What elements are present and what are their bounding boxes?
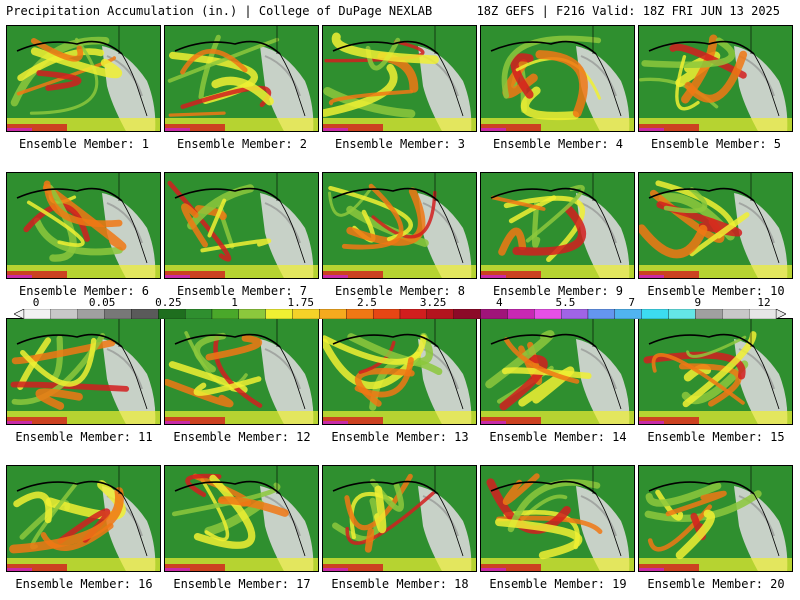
colorbar-tick-label: 0.05 <box>88 296 116 309</box>
colorbar-swatch <box>50 309 78 319</box>
ensemble-member-caption: Ensemble Member: 10 <box>647 284 785 298</box>
ensemble-member-caption: Ensemble Member: 16 <box>15 577 153 591</box>
colorbar-swatch <box>668 309 696 319</box>
colorbar <box>14 309 786 319</box>
colorbar-swatch <box>614 309 642 319</box>
colorbar-max-arrow <box>775 309 786 319</box>
colorbar-min-arrow <box>14 309 25 319</box>
ensemble-member-caption: Ensemble Member: 14 <box>489 430 627 444</box>
ensemble-member-map <box>638 25 793 132</box>
ensemble-member-caption: Ensemble Member: 20 <box>647 577 785 591</box>
colorbar-tick-label: 0.25 <box>155 296 182 309</box>
ensemble-member-map <box>322 318 477 425</box>
ensemble-member-map <box>638 318 793 425</box>
colorbar-tick-label: 0 <box>32 296 40 309</box>
ensemble-member-caption: Ensemble Member: 9 <box>492 284 624 298</box>
ensemble-member-map <box>6 318 161 425</box>
colorbar-swatch <box>372 309 401 319</box>
colorbar-swatch <box>748 309 777 319</box>
colorbar-swatch <box>426 309 454 319</box>
ensemble-member-caption: Ensemble Member: 12 <box>173 430 311 444</box>
ensemble-member-map <box>6 465 161 572</box>
colorbar-swatch <box>77 309 105 319</box>
ensemble-member-map <box>638 465 793 572</box>
colorbar-swatch <box>507 309 535 319</box>
ensemble-member-caption: Ensemble Member: 19 <box>489 577 627 591</box>
ensemble-member-map <box>322 172 477 279</box>
ensemble-member-map <box>480 25 635 132</box>
colorbar-swatch <box>265 309 293 319</box>
ensemble-member-caption: Ensemble Member: 18 <box>331 577 469 591</box>
colorbar-tick-label: 9 <box>694 296 702 309</box>
colorbar-swatch <box>534 309 562 319</box>
ensemble-member-caption: Ensemble Member: 13 <box>331 430 469 444</box>
colorbar-swatch <box>184 309 213 319</box>
colorbar-tick-label: 7 <box>628 296 635 309</box>
colorbar-tick-label: 12 <box>757 296 771 309</box>
header-valid-time: 18Z GEFS | F216 Valid: 18Z FRI JUN 13 20… <box>476 4 780 18</box>
colorbar-swatch <box>480 309 508 319</box>
colorbar-swatch <box>211 309 240 319</box>
ensemble-member-caption: Ensemble Member: 11 <box>15 430 153 444</box>
ensemble-member-map <box>322 25 477 132</box>
ensemble-member-map <box>164 465 319 572</box>
colorbar-swatch <box>346 309 374 319</box>
ensemble-member-map <box>6 172 161 279</box>
ensemble-member-map <box>164 318 319 425</box>
colorbar-swatch <box>238 309 266 319</box>
ensemble-member-caption: Ensemble Member: 5 <box>650 137 782 151</box>
colorbar-tick-label: 1.75 <box>287 296 314 309</box>
colorbar-tick-label: 1 <box>231 296 238 309</box>
ensemble-member-caption: Ensemble Member: 2 <box>176 137 308 151</box>
ensemble-member-map <box>322 465 477 572</box>
colorbar-swatch <box>641 309 669 319</box>
ensemble-member-caption: Ensemble Member: 1 <box>18 137 150 151</box>
colorbar-swatch <box>319 309 347 319</box>
ensemble-member-caption: Ensemble Member: 4 <box>492 137 624 151</box>
colorbar-tick-label: 5.5 <box>555 296 576 309</box>
colorbar-swatch <box>695 309 723 319</box>
header-title: Precipitation Accumulation (in.) | Colle… <box>6 4 433 18</box>
ensemble-member-map <box>480 172 635 279</box>
ensemble-member-caption: Ensemble Member: 3 <box>334 137 466 151</box>
ensemble-member-map <box>164 25 319 132</box>
colorbar-swatch <box>104 309 132 319</box>
ensemble-member-caption: Ensemble Member: 8 <box>334 284 466 298</box>
ensemble-member-caption: Ensemble Member: 17 <box>173 577 311 591</box>
colorbar-swatch <box>158 309 186 319</box>
colorbar-swatch <box>722 309 750 319</box>
colorbar-swatch <box>587 309 616 319</box>
colorbar-tick-label: 2.5 <box>356 296 377 309</box>
ensemble-member-caption: Ensemble Member: 15 <box>647 430 785 444</box>
ensemble-member-map <box>480 318 635 425</box>
ensemble-member-map <box>638 172 793 279</box>
colorbar-swatch <box>560 309 589 319</box>
colorbar-tick-label: 4 <box>495 296 503 309</box>
ensemble-member-map <box>480 465 635 572</box>
colorbar-swatch <box>399 309 428 319</box>
ensemble-member-map <box>164 172 319 279</box>
colorbar-swatch <box>23 309 52 319</box>
colorbar-swatch <box>453 309 481 319</box>
ensemble-member-caption: Ensemble Member: 7 <box>176 284 308 298</box>
colorbar-tick-label: 3.25 <box>419 296 447 309</box>
colorbar-swatch <box>131 309 159 319</box>
colorbar-swatch <box>292 309 320 319</box>
ensemble-member-caption: Ensemble Member: 6 <box>18 284 150 298</box>
ensemble-member-map <box>6 25 161 132</box>
